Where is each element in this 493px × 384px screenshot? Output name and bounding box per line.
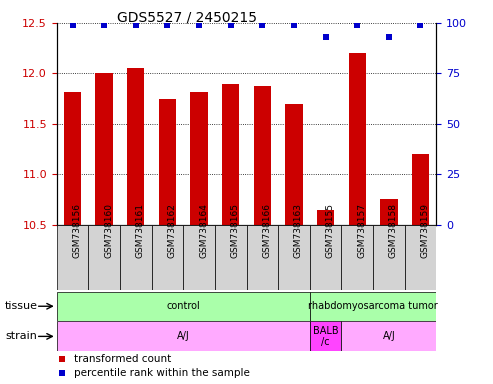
Text: GSM738159: GSM738159 [421, 203, 429, 258]
Text: GSM738162: GSM738162 [168, 203, 176, 258]
FancyBboxPatch shape [310, 225, 341, 290]
FancyBboxPatch shape [373, 225, 405, 290]
Text: GSM738160: GSM738160 [104, 203, 113, 258]
FancyBboxPatch shape [310, 321, 341, 351]
Text: BALB
/c: BALB /c [313, 326, 338, 347]
FancyBboxPatch shape [310, 292, 436, 321]
Text: GSM738165: GSM738165 [231, 203, 240, 258]
Text: GSM738156: GSM738156 [72, 203, 81, 258]
Bar [285, 104, 303, 225]
Text: GSM738166: GSM738166 [262, 203, 271, 258]
FancyBboxPatch shape [57, 292, 310, 321]
FancyBboxPatch shape [57, 225, 88, 290]
Bar [96, 73, 113, 225]
FancyBboxPatch shape [341, 321, 436, 351]
Bar [317, 210, 334, 225]
FancyBboxPatch shape [152, 225, 183, 290]
FancyBboxPatch shape [88, 225, 120, 290]
FancyBboxPatch shape [341, 225, 373, 290]
FancyBboxPatch shape [183, 225, 215, 290]
Bar [127, 68, 144, 225]
Text: GSM738164: GSM738164 [199, 203, 208, 258]
FancyBboxPatch shape [405, 225, 436, 290]
Bar [222, 84, 240, 225]
FancyBboxPatch shape [215, 225, 246, 290]
Text: rhabdomyosarcoma tumor: rhabdomyosarcoma tumor [308, 301, 438, 311]
FancyBboxPatch shape [278, 225, 310, 290]
Text: tissue: tissue [5, 301, 38, 311]
Bar [159, 99, 176, 225]
Text: percentile rank within the sample: percentile rank within the sample [74, 368, 249, 378]
FancyBboxPatch shape [57, 321, 310, 351]
Text: A/J: A/J [177, 331, 190, 341]
Text: transformed count: transformed count [74, 354, 171, 364]
Bar [64, 92, 81, 225]
Text: GDS5527 / 2450215: GDS5527 / 2450215 [117, 10, 257, 24]
Bar [349, 53, 366, 225]
Bar [190, 92, 208, 225]
Text: strain: strain [5, 331, 37, 341]
Bar [412, 154, 429, 225]
Text: GSM738155: GSM738155 [325, 203, 335, 258]
FancyBboxPatch shape [246, 225, 278, 290]
Text: GSM738157: GSM738157 [357, 203, 366, 258]
Text: GSM738161: GSM738161 [136, 203, 145, 258]
Bar [380, 199, 397, 225]
Text: GSM738158: GSM738158 [389, 203, 398, 258]
Text: GSM738163: GSM738163 [294, 203, 303, 258]
Bar [253, 86, 271, 225]
FancyBboxPatch shape [120, 225, 152, 290]
Text: A/J: A/J [383, 331, 395, 341]
Text: control: control [166, 301, 200, 311]
